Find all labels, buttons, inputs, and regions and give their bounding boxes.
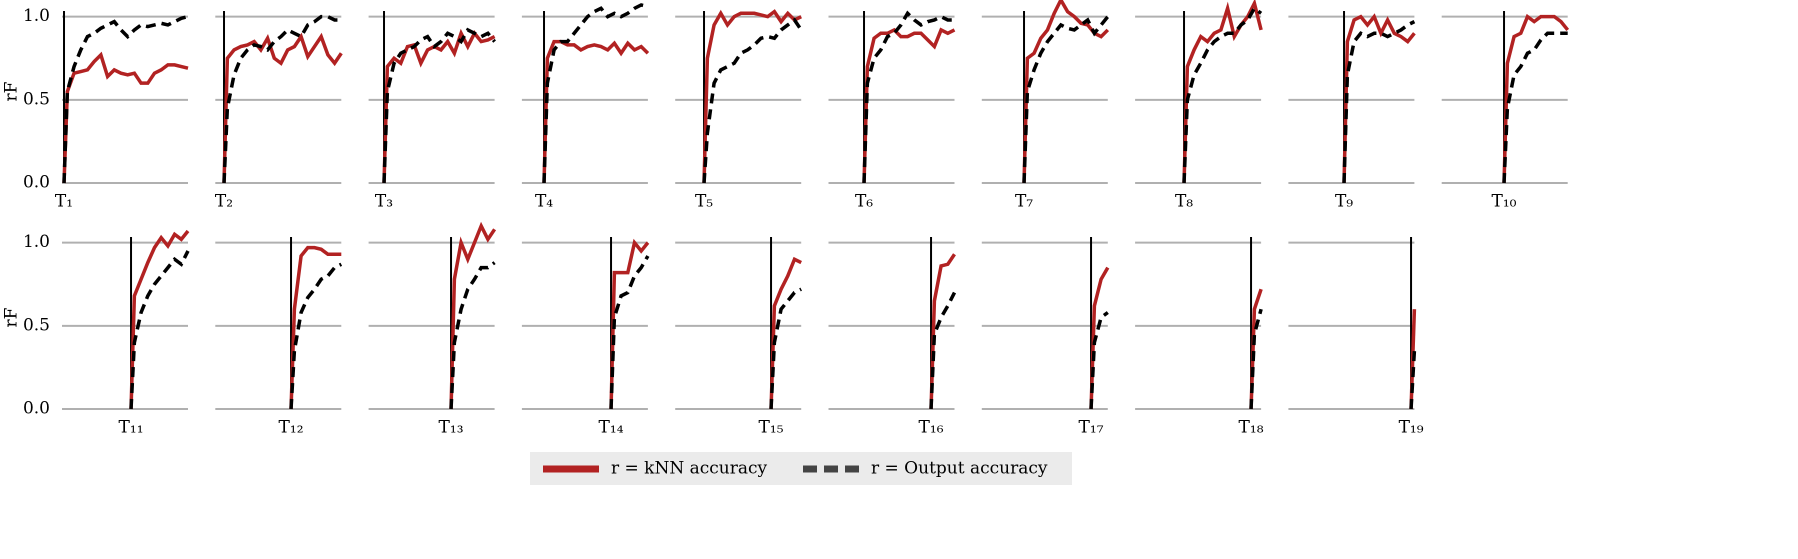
x-tick-label: T₆: [855, 192, 873, 212]
series-line: [702, 9, 802, 184]
x-tick-label: T₁₃: [439, 418, 464, 438]
y-axis-label: rF: [2, 307, 22, 327]
series-line: [289, 245, 342, 410]
x-tick-label: T₁₀: [1492, 192, 1517, 212]
series-line: [1022, 0, 1110, 184]
x-tick-label: T₉: [1335, 192, 1353, 212]
series-line: [62, 14, 189, 184]
series-line: [609, 238, 650, 410]
series-line: [769, 256, 802, 410]
series-line: [129, 250, 190, 410]
series-line: [542, 3, 649, 184]
series-line: [862, 27, 956, 184]
series-line: [1182, 0, 1263, 184]
series-line: [289, 262, 343, 410]
series-line: [449, 221, 497, 410]
x-tick-label: T₁₉: [1399, 418, 1424, 438]
legend-label: r = kNN accuracy: [611, 459, 768, 479]
x-tick-label: T₄: [535, 192, 553, 212]
series-line: [1342, 20, 1416, 184]
legend-box: [530, 452, 1072, 485]
x-tick-label: T₅: [695, 192, 713, 212]
series-line: [382, 27, 496, 184]
legend-label: r = Output accuracy: [871, 459, 1048, 479]
series-line: [929, 253, 956, 410]
series-line: [222, 14, 342, 184]
series-line: [222, 32, 343, 184]
series-line: [1502, 13, 1570, 184]
x-tick-label: T₁₇: [1079, 418, 1104, 438]
x-tick-label: T₁₈: [1239, 418, 1264, 438]
x-tick-label: T₂: [215, 192, 233, 212]
series-line: [1022, 15, 1110, 184]
x-tick-label: T₇: [1015, 192, 1033, 212]
series-line: [62, 51, 189, 184]
y-tick-label: 0.5: [23, 89, 50, 109]
series-line: [1182, 5, 1263, 184]
series-line: [129, 229, 190, 410]
series-line: [542, 39, 650, 184]
x-tick-label: T₈: [1175, 192, 1193, 212]
series-line: [1342, 13, 1416, 184]
y-tick-label: 0.0: [23, 173, 50, 193]
series-line: [862, 10, 955, 184]
series-line: [1249, 308, 1263, 410]
series-line: [1089, 311, 1109, 410]
x-tick-label: T₁₂: [279, 418, 304, 438]
y-axis-label: rF: [2, 81, 22, 101]
series-line: [1502, 31, 1568, 184]
series-line: [769, 287, 802, 410]
x-tick-label: T₁₅: [759, 418, 784, 438]
x-tick-label: T₁₄: [599, 418, 624, 438]
x-tick-label: T₁₁: [119, 418, 144, 438]
series-line: [1409, 350, 1417, 410]
x-tick-label: T₁₆: [919, 418, 944, 438]
series-line: [609, 255, 650, 410]
series-line: [449, 261, 496, 410]
y-tick-label: 0.5: [23, 315, 50, 335]
x-tick-label: T₃: [375, 192, 393, 212]
x-tick-label: T₁: [55, 192, 73, 212]
y-tick-label: 0.0: [23, 399, 50, 419]
series-line: [929, 291, 957, 410]
y-tick-label: 1.0: [23, 232, 50, 252]
y-tick-label: 1.0: [23, 6, 50, 26]
series-line: [702, 17, 803, 184]
